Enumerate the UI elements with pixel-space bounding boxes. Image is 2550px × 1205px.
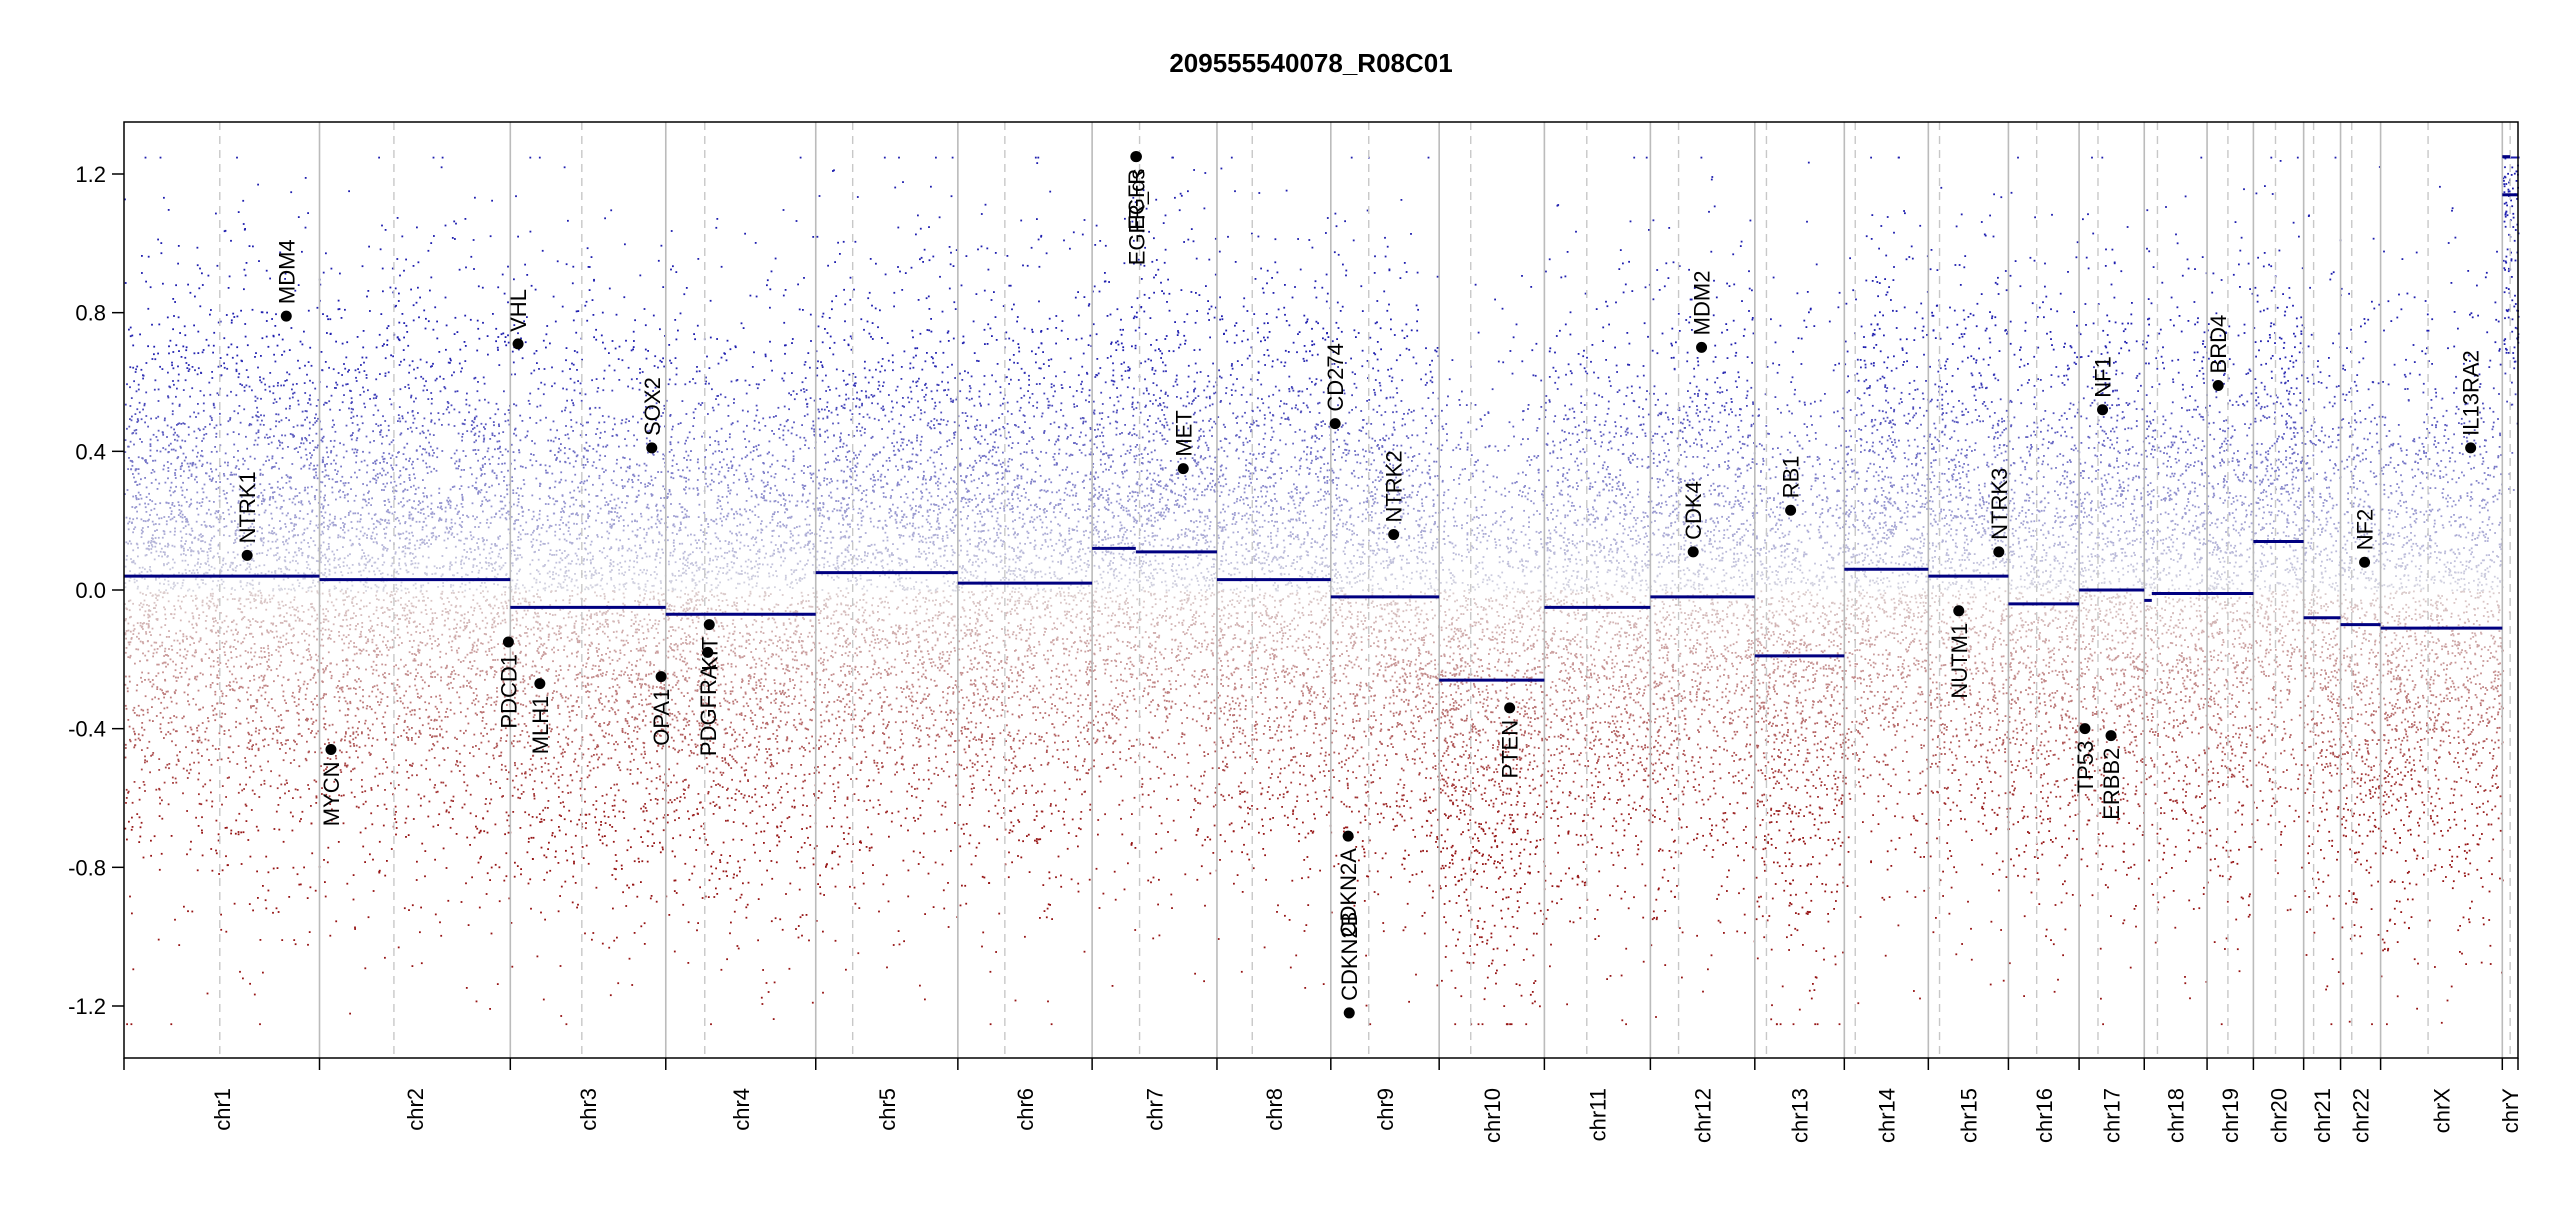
gene-marker-NF2 [2359,557,2370,568]
gene-label-MDM4: MDM4 [274,239,299,304]
chrom-label-chr19: chr19 [2218,1088,2243,1143]
gene-marker-CD274 [1330,418,1341,429]
chrom-label-chrY: chrY [2498,1088,2523,1134]
gene-label-BRD4: BRD4 [2206,315,2231,374]
gene-label-MLH1: MLH1 [528,696,553,755]
chrom-label-chr3: chr3 [576,1088,601,1131]
probe-points [124,157,2520,1025]
chrom-label-chr20: chr20 [2267,1088,2292,1143]
chrom-label-chr15: chr15 [1956,1088,1981,1143]
plot-frame [124,122,2518,1058]
gene-label-NTRK3: NTRK3 [1987,468,2012,540]
gene-marker-MYCN [325,744,336,755]
cnv-plot: 209555540078_R08C01 NTRK1 MDM4 MYCN VHL PDCD… [0,0,2550,1200]
gene-marker-OPA1 [656,671,667,682]
gene-marker-RB1 [1785,505,1796,516]
gene-marker-ERBB2 [2106,730,2117,741]
chrom-label-chr11: chr11 [1585,1088,1610,1141]
gene-label-MYCN: MYCN [319,761,344,826]
gene-marker-CDKN2A [1343,831,1354,842]
gene-marker-TP53 [2079,723,2090,734]
gene-marker-IL13RA2 [2465,442,2476,453]
gene-marker-PDCD1 [503,637,514,648]
gene-marker-NF1 [2097,404,2108,415]
gene-label-CDK4: CDK4 [1681,481,1706,540]
chrom-label-chr18: chr18 [2164,1088,2189,1143]
chrom-label-chr8: chr8 [1262,1088,1287,1131]
gene-label-RB1: RB1 [1779,455,1804,498]
chrom-label-chr6: chr6 [1013,1088,1038,1131]
gene-marker-MDM2 [1696,342,1707,353]
gene-label-IL13RA2: IL13RA2 [2459,350,2484,436]
gene-marker-MDM4 [281,311,292,322]
gene-label-NF2: NF2 [2353,509,2378,551]
y-tick-label: 0.4 [75,439,106,464]
gene-marker-KIT [704,619,715,630]
gene-label-MET: MET [1171,410,1196,456]
chrom-label-chr5: chr5 [875,1088,900,1131]
chrom-label-chr16: chr16 [2032,1088,2057,1143]
gene-marker-NTRK2 [1388,529,1399,540]
gene-marker-SOX2 [646,442,657,453]
chart-title: 209555540078_R08C01 [1169,48,1452,78]
chrom-label-chr22: chr22 [2349,1088,2374,1143]
chromosome-separators [220,122,2510,1058]
gene-label-EGFR_ds: EGFR_ds [1124,169,1149,266]
gene-label-NUTM1: NUTM1 [1947,623,1972,699]
chrom-label-chr14: chr14 [1874,1088,1899,1143]
gene-marker-MLH1 [534,678,545,689]
chrom-label-chr1: chr1 [210,1088,235,1131]
y-tick-label: 0.8 [75,301,106,326]
gene-marker-CDK4 [1688,546,1699,557]
cnv-chart: 209555540078_R08C01 NTRK1 MDM4 MYCN VHL PDCD… [0,0,2550,1200]
gene-marker-NTRK1 [242,550,253,561]
gene-marker-CDKN2B [1344,1007,1355,1018]
axes: -1.2 -0.8 -0.4 0.0 0.4 0.8 1.2 chr1 chr2 chr3 chr4… [68,162,2523,1143]
y-tick-label: -1.2 [68,994,106,1019]
chrom-label-chr7: chr7 [1143,1088,1168,1131]
y-tick-label: -0.4 [68,717,106,742]
chrom-label-chrX: chrX [2429,1088,2454,1134]
gene-label-ERBB2: ERBB2 [2099,748,2124,820]
chrom-label-chr17: chr17 [2100,1088,2125,1143]
gene-label-CD274: CD274 [1323,343,1348,411]
gene-label-NTRK2: NTRK2 [1382,450,1407,522]
gene-label-NTRK1: NTRK1 [235,471,260,543]
segments [124,157,2518,680]
chrom-label-chr9: chr9 [1373,1088,1398,1131]
gene-label-MDM2: MDM2 [1690,271,1715,336]
y-tick-label: 0.0 [75,578,106,603]
gene-marker-NTRK3 [1993,546,2004,557]
gene-marker-BRD4 [2213,380,2224,391]
gene-marker-MET [1178,463,1189,474]
gene-label-TP53: TP53 [2073,741,2098,794]
gene-label-PTEN: PTEN [1498,720,1523,779]
chrom-label-chr4: chr4 [729,1088,754,1131]
gene-marker-VHL [513,338,524,349]
gene-label-NF1: NF1 [2091,356,2116,398]
y-tick-label: -0.8 [68,855,106,880]
gene-label-KIT: KIT [697,637,722,671]
gene-label-SOX2: SOX2 [640,377,665,436]
chrom-label-chr12: chr12 [1691,1088,1716,1143]
gene-marker-EGFR_ds [1131,151,1142,162]
gene-marker-NUTM1 [1953,605,1964,616]
chrom-label-chr10: chr10 [1480,1088,1505,1143]
chrom-label-chr2: chr2 [403,1088,428,1131]
chrom-label-chr21: chr21 [2310,1088,2335,1143]
gene-label-PDCD1: PDCD1 [496,654,521,729]
gene-label-VHL: VHL [506,289,531,332]
gene-label-CDKN2B: CDKN2B [1337,912,1362,1001]
gene-marker-PTEN [1504,702,1515,713]
gene-label-OPA1: OPA1 [649,689,674,746]
y-tick-label: 1.2 [75,162,106,187]
chrom-label-chr13: chr13 [1788,1088,1813,1143]
gene-label-PDGFRA: PDGFRA [696,664,721,756]
